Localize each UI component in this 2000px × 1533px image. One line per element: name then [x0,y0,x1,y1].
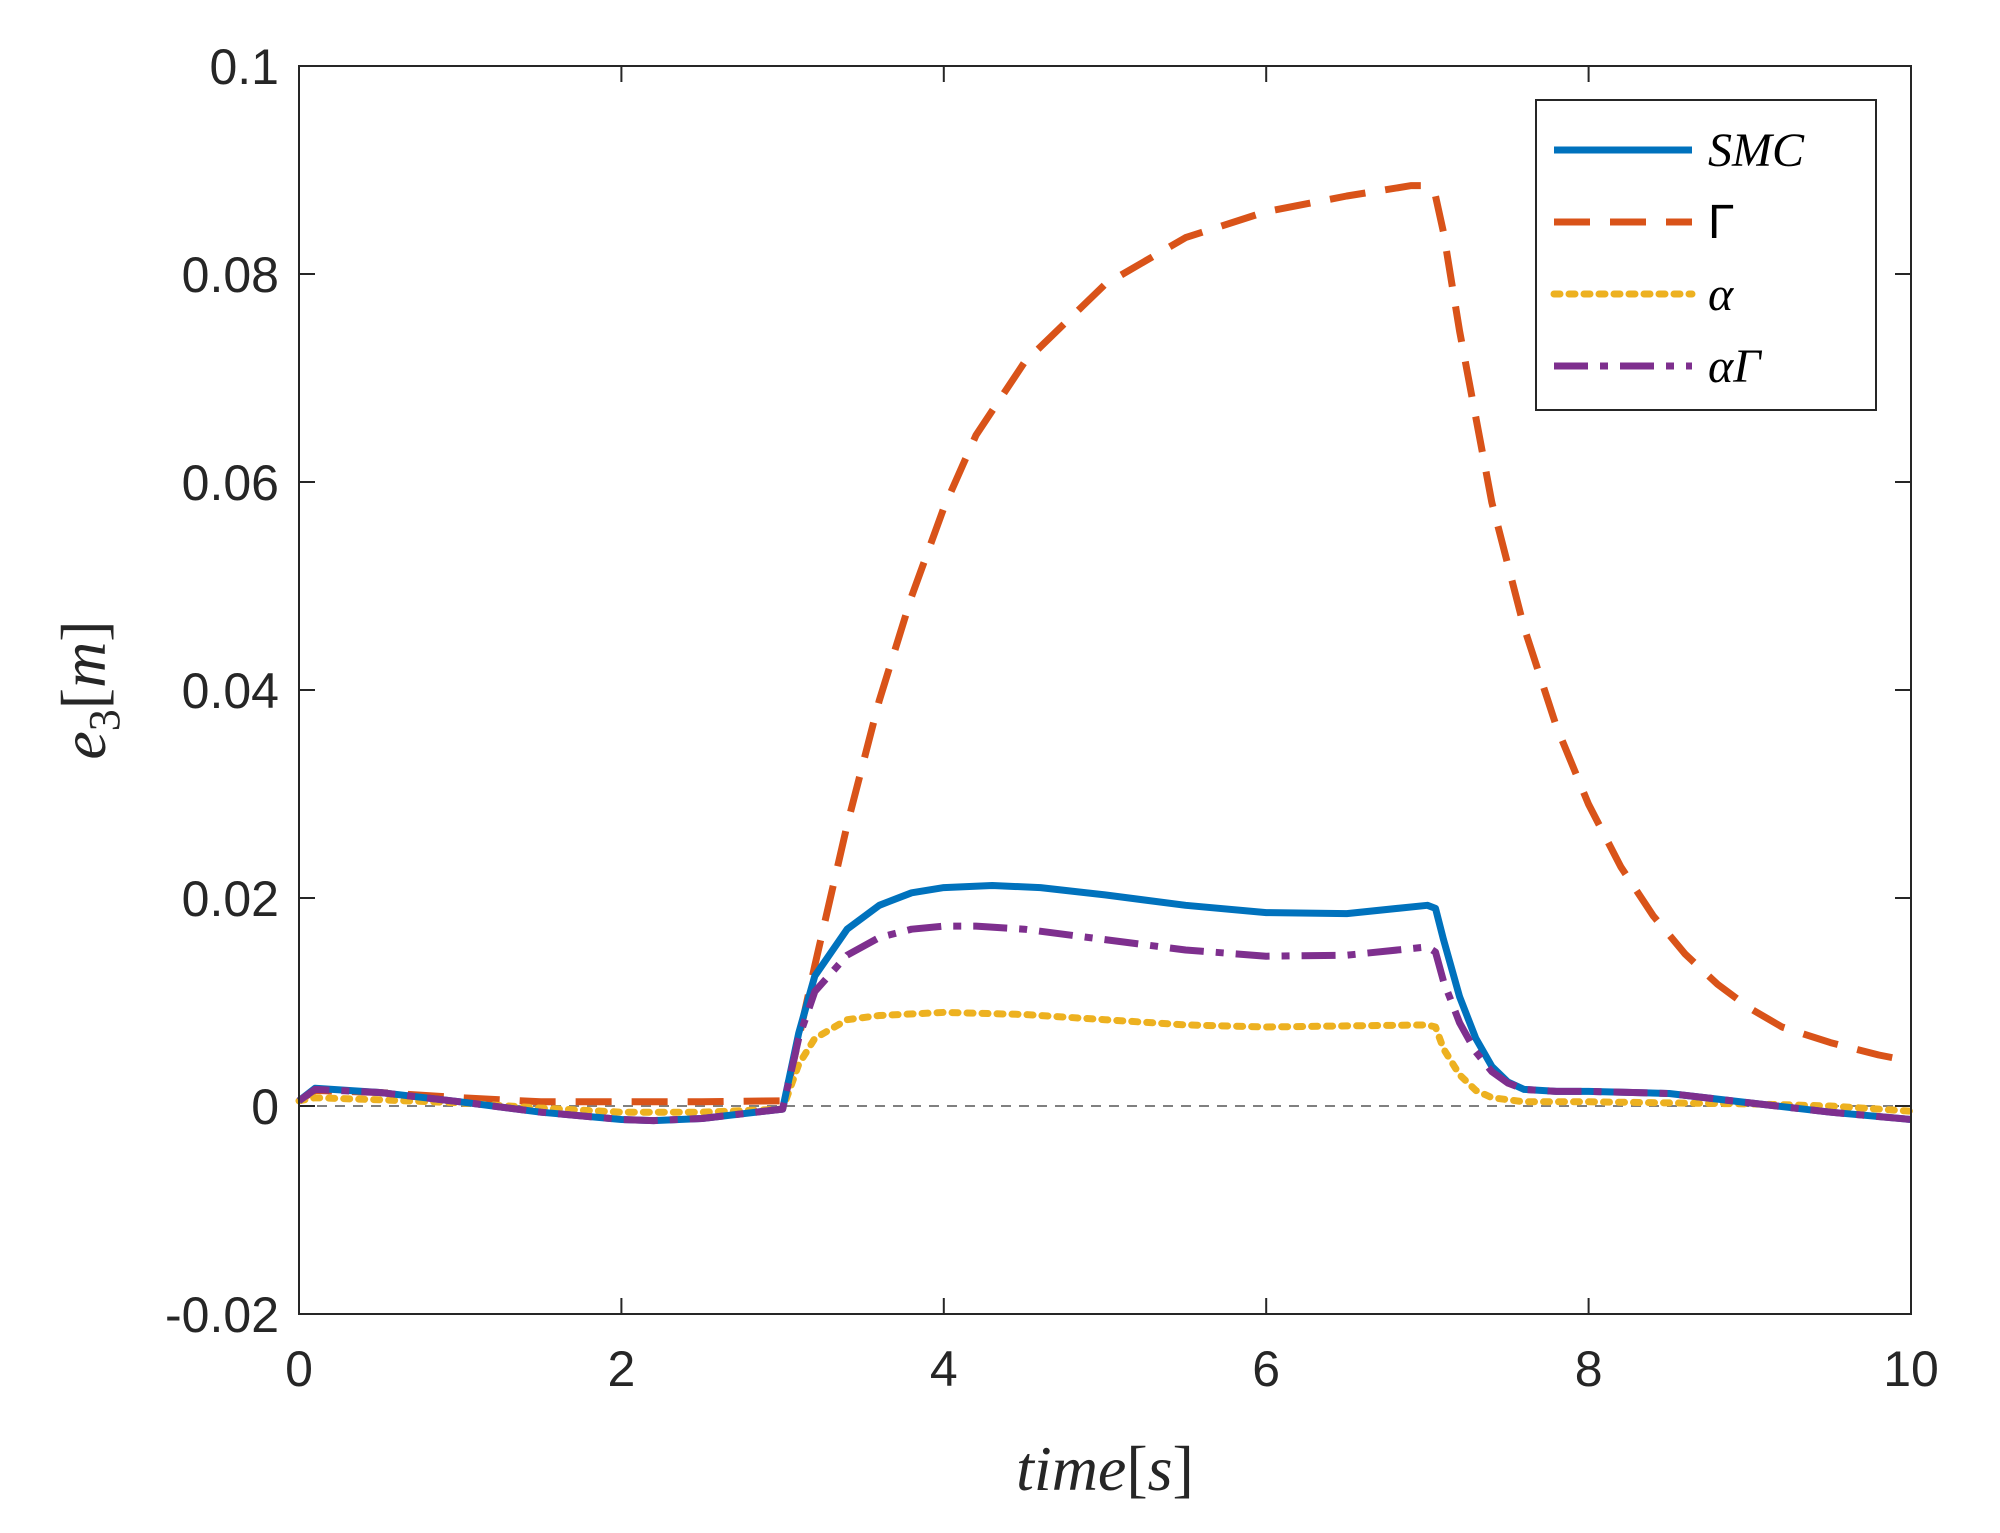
x-axis-title-unit: s [1148,1433,1173,1504]
y-axis-title-open: [ [48,688,119,709]
y-tick-label: 0.06 [182,455,279,511]
legend-label-smc: SMC [1708,124,1805,177]
x-axis-title: time[s] [1016,1433,1194,1504]
y-axis-title-unit: m [48,642,119,688]
series-line-1 [297,182,1912,1106]
y-axis-title-close: ] [48,620,119,641]
legend-label-alpha-gamma: αΓ [1708,340,1762,393]
legend-label-alpha: α [1708,268,1734,321]
x-axis-title-open: [ [1126,1433,1147,1504]
x-tick-label: 6 [1252,1341,1280,1397]
x-axis-title-close: ] [1173,1433,1194,1504]
y-axis-title-base: e [48,731,119,759]
series-line-2 [295,1008,1915,1116]
legend-label-gamma: Γ [1708,196,1734,249]
y-tick-label: 0.04 [182,663,279,719]
y-axis-title: e3[m] [48,620,129,759]
y-tick-label: 0.02 [182,871,279,927]
y-axis-title-sub: 3 [80,709,129,731]
legend: SMC Γ α αΓ [1535,99,1877,411]
x-tick-label: 2 [607,1341,635,1397]
series-layer [295,182,1915,1125]
y-tick-label: 0 [251,1079,279,1135]
x-tick-label: 10 [1883,1341,1939,1397]
series-line-3 [296,922,1912,1125]
y-tick-label: 0.08 [182,247,279,303]
x-tick-label: 0 [285,1341,313,1397]
x-tick-label: 8 [1575,1341,1603,1397]
y-tick-label: -0.02 [165,1287,279,1343]
y-tick-label: 0.1 [209,39,279,95]
x-axis-title-base: time [1016,1433,1126,1504]
x-tick-label: 4 [930,1341,958,1397]
